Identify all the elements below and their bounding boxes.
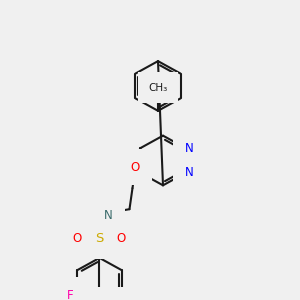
- Text: H: H: [95, 209, 104, 219]
- Text: CH₃: CH₃: [148, 83, 168, 93]
- Text: O: O: [73, 232, 82, 245]
- Text: O: O: [131, 161, 140, 174]
- Text: N: N: [185, 167, 194, 179]
- Text: S: S: [95, 232, 104, 245]
- Text: N: N: [104, 209, 113, 222]
- Text: O: O: [117, 232, 126, 245]
- Text: F: F: [67, 289, 73, 300]
- Text: N: N: [185, 142, 194, 154]
